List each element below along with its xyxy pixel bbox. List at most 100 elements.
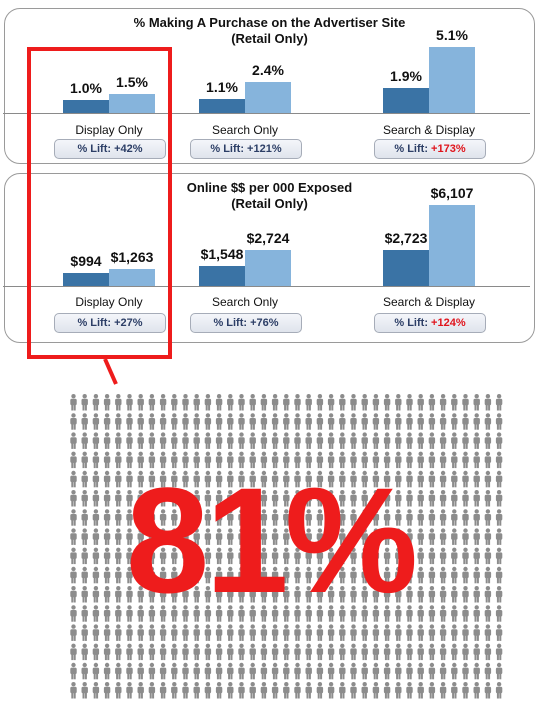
person-icon: [137, 547, 144, 565]
person-icon: [462, 470, 469, 488]
person-icon: [215, 586, 223, 603]
person-icon: [249, 432, 256, 449]
person-icon: [126, 624, 133, 641]
person-icon: [383, 490, 391, 507]
person-icon: [462, 528, 469, 545]
person-icon: [462, 643, 469, 661]
person-icon: [495, 624, 503, 641]
person-icon: [81, 662, 88, 680]
person-icon: [417, 566, 424, 584]
person-icon: [137, 586, 144, 603]
person-icon: [193, 662, 200, 680]
person-icon: [395, 413, 402, 430]
person-icon: [249, 394, 256, 411]
person-icon: [103, 586, 111, 603]
person-icon: [204, 509, 212, 526]
person-icon: [305, 605, 312, 622]
person-icon: [495, 528, 503, 545]
person-icon: [327, 586, 335, 603]
person-icon: [406, 624, 413, 641]
person-icon: [495, 643, 503, 661]
chart-baseline: [3, 113, 210, 114]
person-icon: [361, 509, 368, 526]
person-icon: [462, 509, 469, 526]
person-icon: [305, 624, 312, 641]
person-icon: [383, 624, 391, 641]
person-icon: [148, 432, 156, 449]
person-icon: [70, 509, 77, 526]
person-icon: [294, 547, 301, 565]
person-icon: [148, 394, 156, 411]
person-icon: [316, 662, 324, 680]
person-icon: [294, 528, 301, 545]
person-icon: [159, 662, 167, 680]
person-icon: [115, 682, 122, 699]
person-icon: [115, 643, 122, 661]
person-icon: [439, 643, 447, 661]
person-icon: [350, 528, 357, 545]
person-icon: [103, 605, 111, 622]
person-icon: [115, 624, 122, 641]
person-icon: [193, 547, 200, 565]
person-icon: [137, 605, 144, 622]
category-label: Search Only: [211, 295, 279, 309]
person-icon: [316, 509, 324, 526]
person-icon: [294, 605, 301, 622]
person-icon: [417, 586, 424, 603]
person-icon: [451, 643, 458, 661]
person-icon: [316, 643, 324, 661]
person-icon: [339, 624, 346, 641]
person-icon: [159, 528, 167, 545]
person-icon: [428, 394, 436, 411]
person-icon: [428, 470, 436, 488]
person-icon: [462, 490, 469, 507]
person-icon: [126, 451, 133, 469]
person-icon: [350, 394, 357, 411]
person-icon: [294, 413, 301, 430]
person-icon: [305, 394, 312, 411]
person-icon: [204, 605, 212, 622]
person-icon: [327, 413, 335, 430]
person-icon: [182, 432, 189, 449]
person-icon: [115, 413, 122, 430]
person-icon: [126, 682, 133, 699]
person-icon: [417, 413, 424, 430]
person-icon: [327, 624, 335, 641]
person-icon: [92, 432, 100, 449]
person-icon: [227, 624, 234, 641]
person-icon: [182, 586, 189, 603]
person-icon: [339, 451, 346, 469]
chart-baseline: [139, 286, 346, 287]
data-label: 1.1%: [206, 78, 238, 95]
person-icon: [92, 413, 100, 430]
person-icon: [283, 509, 290, 526]
person-icon: [126, 662, 133, 680]
lift-badge: % Lift: +42%: [54, 139, 166, 159]
person-icon: [238, 643, 245, 661]
person-icon: [227, 528, 234, 545]
people-icon-grid: [70, 394, 503, 699]
person-icon: [383, 566, 391, 584]
person-icon: [305, 643, 312, 661]
person-icon: [238, 394, 245, 411]
person-icon: [428, 643, 436, 661]
person-icon: [283, 432, 290, 449]
person-icon: [171, 451, 178, 469]
person-icon: [148, 470, 156, 488]
person-icon: [473, 490, 480, 507]
person-icon: [339, 662, 346, 680]
person-icon: [383, 509, 391, 526]
person-icon: [148, 605, 156, 622]
person-icon: [271, 566, 279, 584]
person-icon: [495, 682, 503, 699]
person-icon: [462, 566, 469, 584]
person-icon: [92, 566, 100, 584]
person-icon: [126, 605, 133, 622]
person-icon: [227, 470, 234, 488]
person-icon: [283, 547, 290, 565]
person-icon: [350, 624, 357, 641]
person-icon: [451, 394, 458, 411]
person-icon: [193, 451, 200, 469]
person-icon: [484, 624, 492, 641]
person-icon: [439, 394, 447, 411]
